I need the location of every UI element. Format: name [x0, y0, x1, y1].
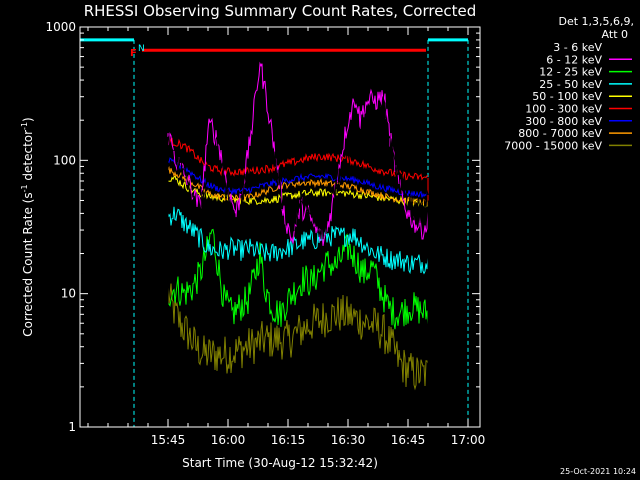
- y-tick-label: 10: [61, 287, 76, 301]
- legend-header-line1: Det 1,3,5,6,9,: [558, 15, 634, 28]
- chart-title: RHESSI Observing Summary Count Rates, Co…: [84, 2, 477, 20]
- series-line-9: [167, 283, 429, 391]
- legend-label-3: 12 - 25 keV: [539, 66, 602, 79]
- legend-label-9: 7000 - 15000 keV: [504, 139, 602, 152]
- y-axis-label: Corrected Count Rate (s-1 detector-1): [20, 117, 35, 336]
- flare-label: F: [130, 48, 137, 59]
- x-tick-label: 17:00: [451, 433, 486, 447]
- series-line-4: [167, 206, 429, 275]
- x-tick-label: 15:45: [151, 433, 186, 447]
- y-tick-label: 100: [53, 153, 76, 167]
- plot-area: NF: [79, 38, 469, 427]
- legend-label-4: 25 - 50 keV: [539, 78, 602, 91]
- x-tick-label: 16:15: [271, 433, 306, 447]
- x-axis: 15:45 16:00 16:15 16:30 16:45 17:00: [87, 27, 486, 447]
- legend-label-7: 300 - 800 keV: [525, 115, 602, 128]
- legend-label-6: 100 - 300 keV: [525, 103, 602, 116]
- legend-label-2: 6 - 12 keV: [546, 53, 602, 66]
- legend-label-8: 800 - 7000 keV: [518, 127, 602, 140]
- x-axis-label: Start Time (30-Aug-12 15:32:42): [182, 456, 378, 470]
- y-tick-label: 1: [68, 420, 76, 434]
- series-line-7: [167, 157, 429, 199]
- x-tick-label: 16:30: [331, 433, 366, 447]
- legend-header-line2: Att 0: [602, 28, 628, 41]
- series-line-6: [167, 137, 429, 181]
- y-axis: 1 10 100 1000: [45, 20, 480, 434]
- saa-label: N: [138, 44, 145, 54]
- x-tick-label: 16:00: [211, 433, 246, 447]
- legend-label-1: 3 - 6 keV: [553, 41, 602, 54]
- plot-frame: [79, 26, 481, 428]
- x-tick-label: 16:45: [391, 433, 426, 447]
- y-tick-label: 1000: [45, 20, 76, 34]
- axes-box: [79, 26, 481, 428]
- plot-timestamp: 25-Oct-2021 10:24: [560, 467, 636, 476]
- series-line-1: [167, 91, 429, 242]
- legend-label-5: 50 - 100 keV: [532, 90, 602, 103]
- series-line-3: [167, 228, 429, 330]
- series-line-8: [167, 165, 429, 206]
